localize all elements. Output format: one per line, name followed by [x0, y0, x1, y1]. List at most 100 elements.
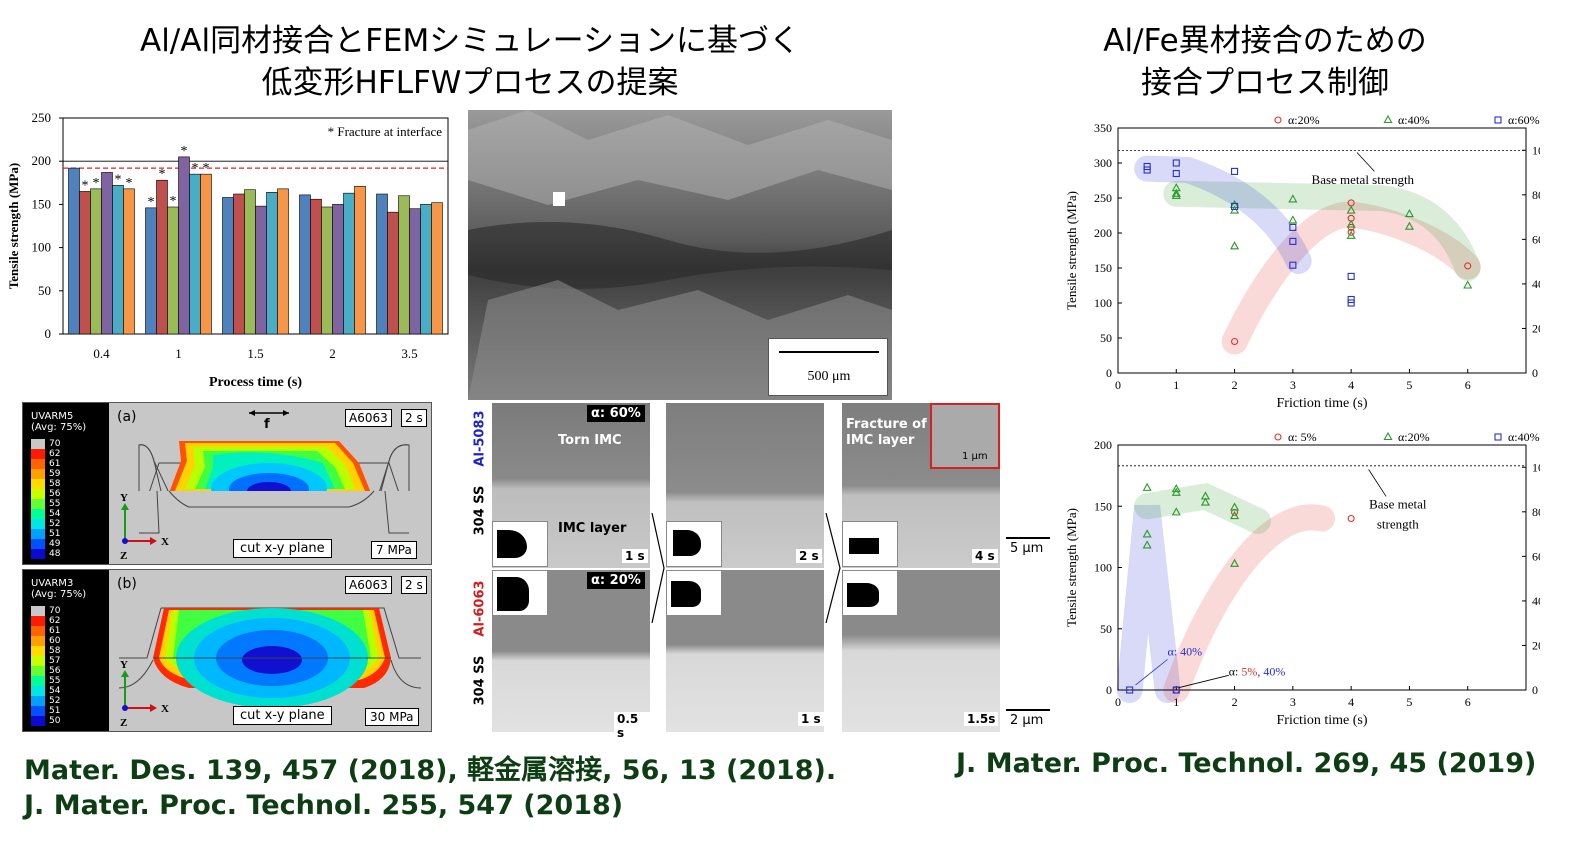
sem-scalebar-box: 500 μm [768, 338, 888, 396]
y-tick-label: 100 [1094, 561, 1112, 575]
colorbar-entry: 55 [31, 676, 60, 686]
scale-top-label: 5 μm [1010, 541, 1044, 556]
fem-legend-b: UVARM3 (Avg: 75%) 70 62 61 60 58 57 56 55 54 52 51… [23, 570, 109, 731]
y2-tick-label: 80 [1532, 505, 1540, 519]
fem-legend-a: UVARM5 (Avg: 75%) 70 62 61 59 58 56 55 54 52 51 49… [23, 403, 109, 564]
data-point-triangle [1142, 482, 1152, 491]
time-bottom-2: 1 s [798, 712, 824, 726]
x-tick-label: 1 [1173, 378, 1179, 392]
fem-a-f: f [264, 417, 270, 432]
micro-inset-3 [842, 521, 898, 567]
bar [68, 167, 80, 335]
svg-text:X: X [161, 536, 169, 548]
colorbar-entry: 54 [31, 686, 60, 696]
bar [354, 185, 366, 335]
fracture-star: * [82, 178, 89, 193]
data-point-triangle [1171, 507, 1181, 516]
fem-a-axes-icon: Y X Z [120, 492, 169, 561]
fracture-inset: 1 μm [930, 403, 1000, 469]
reference-left-1: Mater. Des. 139, 457 (2018), 軽金属溶接, 56, … [24, 755, 837, 786]
bar [277, 188, 289, 335]
bar [310, 198, 322, 335]
bar [200, 173, 212, 335]
x-tick-label: 4 [1348, 695, 1354, 709]
bar [222, 197, 234, 335]
fem-b-view: (b) A6063 2 s cut x-y plane 30 MPa Y X Z [109, 570, 431, 731]
y-tick-label: 50 [1100, 331, 1112, 345]
trend-band [1163, 504, 1335, 703]
y-tick-label: 50 [38, 283, 51, 298]
y2-tick-label: 60 [1532, 549, 1540, 563]
micro-bottom-1: α: 20% 0.5 s [492, 570, 650, 740]
svg-text:Z: Z [120, 717, 127, 728]
scatter-chart-top: 0 50 100 150 200 250 300 350 0 20 40 60 80 100 0 1 2 3 4 5 6… [1064, 113, 1540, 411]
colorbar-entry: 58 [31, 646, 60, 656]
arrow-right-icon [651, 513, 665, 623]
fem-a-label: UVARM5 [31, 411, 74, 422]
scatter-y-label: Tensile strength (MPa) [1064, 191, 1079, 310]
x-tick-label: 6 [1465, 378, 1471, 392]
colorbar-entry: 62 [31, 449, 60, 459]
micro-top-3: Fracture of IMC layer 1 μm 4 s [842, 403, 1000, 568]
micro-inset-6 [842, 570, 898, 616]
left-title: Al/Al同材接合とFEMシミュレーションに基づく 低変形HFLFWプロセスの提… [20, 20, 920, 104]
alpha20-tag: α: 20% [587, 572, 645, 589]
y-tick-label: 0 [1106, 683, 1112, 697]
ss-label-bottom: 304 SS [472, 655, 488, 706]
imc-layer-label: IMC layer [558, 521, 627, 536]
y-tick-label: 150 [1094, 499, 1112, 513]
data-point-circle [1347, 514, 1355, 523]
data-point-square [1289, 237, 1297, 245]
colorbar-entry: 61 [31, 459, 60, 469]
data-point-triangle [1383, 114, 1393, 124]
colorbar-entry: 61 [31, 626, 60, 636]
colorbar-entry: 48 [31, 549, 60, 559]
fem-b-axes-icon: Y X Z [120, 659, 169, 728]
x-tick-label: 3 [1290, 695, 1296, 709]
legend-label: α: 5% [1288, 430, 1317, 444]
data-point-square [1347, 272, 1355, 280]
colorbar-entry: 58 [31, 479, 60, 489]
legend-label: α:60% [1508, 113, 1540, 127]
bar [387, 211, 399, 335]
bar [376, 193, 388, 335]
base-metal-label: Base metal strength [1312, 172, 1415, 187]
data-point-square [1231, 167, 1239, 175]
micro-top-2: 2 s [666, 403, 824, 568]
fem-b-pressure: 30 MPa [365, 708, 419, 726]
x-tick-label: 3.5 [401, 346, 417, 361]
colorbar-entry: 60 [31, 636, 60, 646]
svg-text:Y: Y [120, 659, 128, 671]
bar [156, 179, 168, 335]
bar-y-label: Tensile strength (MPa) [6, 163, 21, 289]
micro-bottom-3: 1.5s [842, 570, 1000, 732]
y-tick-label: 0 [1106, 366, 1112, 380]
bar [123, 188, 135, 335]
fracture-star: * [192, 161, 199, 176]
fem-b-label: UVARM3 [31, 578, 74, 589]
data-point-square [1494, 116, 1502, 124]
colorbar-entry: 70 [31, 606, 60, 616]
x-tick-label: 0.4 [93, 346, 110, 361]
legend-label: α:40% [1508, 430, 1540, 444]
y-tick-label: 250 [1094, 191, 1112, 205]
time-bottom-1: 0.5 s [614, 712, 650, 740]
colorbar-entry: 57 [31, 656, 60, 666]
micro-inset-5 [666, 570, 722, 616]
y-tick-label: 150 [32, 196, 52, 211]
fem-a-pressure: 7 MPa [371, 541, 417, 559]
data-point-triangle [1171, 487, 1181, 496]
colorbar-entry: 49 [31, 539, 60, 549]
bar [112, 185, 124, 335]
y-tick-label: 50 [1100, 622, 1112, 636]
micro-bottom-2: 1 s [666, 570, 824, 732]
fem-a-mat: A6063 [345, 409, 392, 427]
right-title-line1: Al/Fe異材接合のための [1103, 23, 1427, 59]
colorbar-entry: 56 [31, 489, 60, 499]
data-point-triangle [1171, 188, 1181, 197]
bar [189, 173, 201, 335]
bar [431, 202, 443, 335]
colorbar-entry: 55 [31, 499, 60, 509]
base-metal-label: strength [1377, 516, 1419, 531]
sem-scalebar [779, 351, 879, 353]
